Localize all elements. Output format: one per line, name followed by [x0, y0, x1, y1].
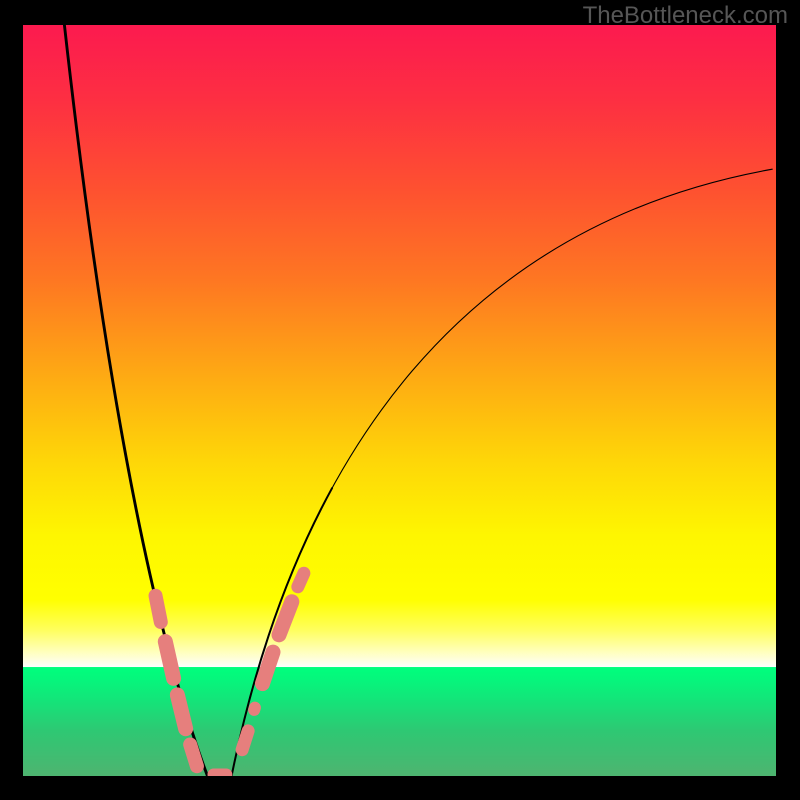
watermark-text: TheBottleneck.com — [583, 2, 788, 30]
gradient-background — [23, 25, 776, 776]
chart-plot — [23, 25, 776, 776]
highlight-dash — [254, 708, 255, 710]
highlight-dash — [177, 695, 185, 729]
highlight-dash — [156, 596, 161, 622]
highlight-dash — [165, 642, 173, 679]
highlight-dash — [190, 744, 197, 766]
highlight-dash — [262, 652, 273, 684]
highlight-dash — [242, 731, 248, 750]
highlight-dash — [298, 573, 304, 587]
